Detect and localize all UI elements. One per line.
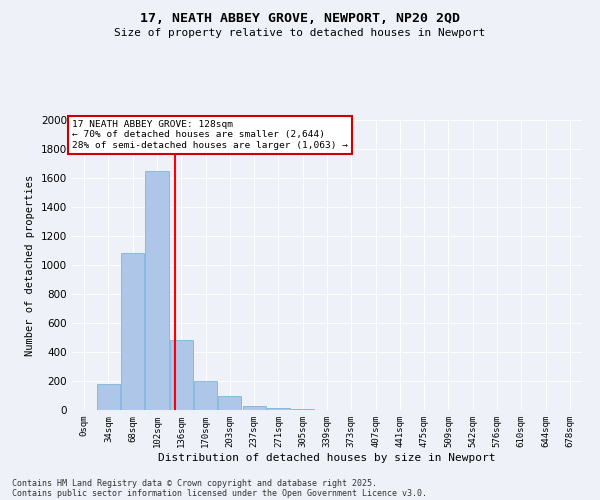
Bar bbox=[218, 396, 241, 410]
Bar bbox=[291, 409, 314, 410]
Y-axis label: Number of detached properties: Number of detached properties bbox=[25, 174, 35, 356]
Bar bbox=[242, 406, 266, 410]
Bar bbox=[170, 340, 193, 410]
Text: Contains HM Land Registry data © Crown copyright and database right 2025.: Contains HM Land Registry data © Crown c… bbox=[12, 478, 377, 488]
X-axis label: Distribution of detached houses by size in Newport: Distribution of detached houses by size … bbox=[158, 452, 496, 462]
Text: Size of property relative to detached houses in Newport: Size of property relative to detached ho… bbox=[115, 28, 485, 38]
Bar bbox=[194, 381, 217, 410]
Bar bbox=[121, 254, 144, 410]
Bar bbox=[97, 384, 120, 410]
Text: 17 NEATH ABBEY GROVE: 128sqm
← 70% of detached houses are smaller (2,644)
28% of: 17 NEATH ABBEY GROVE: 128sqm ← 70% of de… bbox=[72, 120, 348, 150]
Bar bbox=[267, 408, 290, 410]
Text: 17, NEATH ABBEY GROVE, NEWPORT, NP20 2QD: 17, NEATH ABBEY GROVE, NEWPORT, NP20 2QD bbox=[140, 12, 460, 26]
Text: Contains public sector information licensed under the Open Government Licence v3: Contains public sector information licen… bbox=[12, 488, 427, 498]
Bar bbox=[145, 171, 169, 410]
